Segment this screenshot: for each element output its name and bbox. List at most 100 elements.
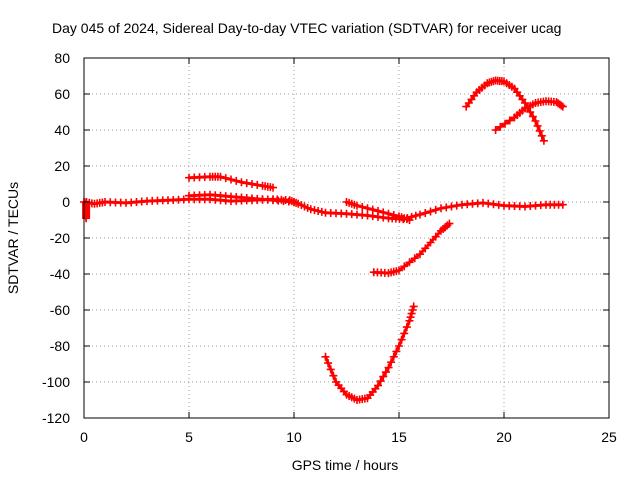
y-tick-label: 40 — [54, 122, 70, 138]
data-point — [397, 335, 406, 344]
data-point — [407, 309, 416, 318]
data-point — [374, 381, 382, 390]
data-point — [314, 207, 323, 215]
data-point — [528, 112, 537, 121]
data-point — [227, 175, 235, 184]
x-axis-title: GPS time / hours — [292, 457, 399, 473]
data-point — [431, 205, 440, 214]
data-point — [321, 352, 330, 361]
data-point — [539, 136, 548, 145]
data-point — [505, 116, 514, 125]
y-tick-labels: -120 -100 -80 -60 -40 -20 0 20 40 60 80 — [42, 50, 70, 426]
data-point — [237, 178, 246, 187]
data-point — [310, 206, 319, 215]
y-tick-label: -120 — [42, 410, 70, 426]
series-rise-14-17 — [369, 219, 454, 278]
grid — [84, 58, 609, 418]
data-point — [384, 209, 393, 218]
data-point — [533, 121, 542, 130]
data-point — [379, 208, 388, 217]
data-point — [242, 179, 251, 188]
data-point — [410, 254, 419, 263]
data-point — [442, 203, 451, 212]
data-point — [421, 209, 430, 218]
data-point — [290, 198, 298, 206]
y-axis-title: SDTVAR / TECUs — [5, 182, 21, 294]
y-tick-label: -20 — [50, 230, 70, 246]
data-point — [353, 201, 361, 210]
data-point — [405, 258, 414, 267]
data-point — [363, 204, 372, 213]
data-point — [269, 183, 277, 192]
data-point — [221, 174, 230, 183]
data-point — [405, 316, 414, 325]
x-tick-labels: 0 5 10 15 20 25 — [80, 429, 617, 445]
data-point — [447, 202, 456, 211]
data-point — [216, 172, 225, 181]
data-point — [531, 117, 540, 125]
data-point — [402, 323, 411, 332]
data-point — [431, 232, 440, 241]
data-point — [400, 329, 409, 338]
data-point — [376, 377, 385, 386]
data-point — [379, 372, 388, 381]
y-tick-label: 60 — [54, 86, 70, 102]
data-point — [232, 176, 241, 185]
data-point — [437, 204, 445, 213]
y-tick-label: 0 — [62, 194, 70, 210]
data-point — [389, 211, 398, 220]
data-point — [324, 359, 333, 368]
data-point — [82, 214, 91, 223]
data-point — [411, 211, 420, 220]
x-tick-label: 25 — [601, 429, 617, 445]
y-tick-label: -100 — [42, 374, 70, 390]
y-tick-label: -60 — [50, 302, 70, 318]
data-point — [406, 313, 415, 322]
data-point — [537, 131, 546, 140]
data-point — [387, 358, 396, 367]
axis-ticks — [83, 57, 610, 419]
data-point — [253, 180, 262, 189]
data-point — [381, 368, 390, 377]
data-point — [329, 371, 338, 380]
y-tick-label: -80 — [50, 338, 70, 354]
series-upper-5-9 — [185, 172, 277, 192]
data-point — [395, 266, 403, 275]
data-point — [326, 365, 335, 374]
series-rise-20-23 — [491, 97, 567, 134]
x-tick-label: 10 — [286, 429, 302, 445]
data-point — [409, 302, 418, 311]
series-layer — [80, 76, 567, 404]
data-point — [426, 207, 435, 216]
data-point — [317, 207, 326, 216]
data-point — [358, 202, 367, 211]
data-point — [248, 180, 256, 188]
data-point — [400, 262, 409, 271]
data-point — [405, 216, 414, 224]
series-valley — [321, 302, 418, 404]
y-tick-label: 20 — [54, 158, 70, 174]
x-tick-label: 15 — [391, 429, 407, 445]
data-point — [374, 207, 382, 215]
data-point — [395, 342, 403, 350]
data-point — [558, 102, 567, 111]
data-point — [558, 200, 567, 209]
data-point — [445, 219, 454, 228]
x-tick-label: 5 — [185, 429, 193, 445]
y-tick-label: -40 — [50, 266, 70, 282]
data-point — [392, 347, 401, 356]
x-tick-label: 0 — [80, 429, 88, 445]
data-point — [491, 126, 500, 134]
series-arc-5-9 — [185, 190, 298, 206]
data-point — [408, 306, 417, 314]
data-point — [368, 205, 377, 214]
data-point — [501, 119, 510, 128]
data-point — [496, 122, 505, 131]
data-point — [557, 101, 566, 110]
data-point — [389, 352, 398, 361]
chart-title: Day 045 of 2024, Sidereal Day-to-day VTE… — [52, 20, 561, 36]
data-point — [421, 244, 430, 253]
data-point — [306, 205, 315, 214]
